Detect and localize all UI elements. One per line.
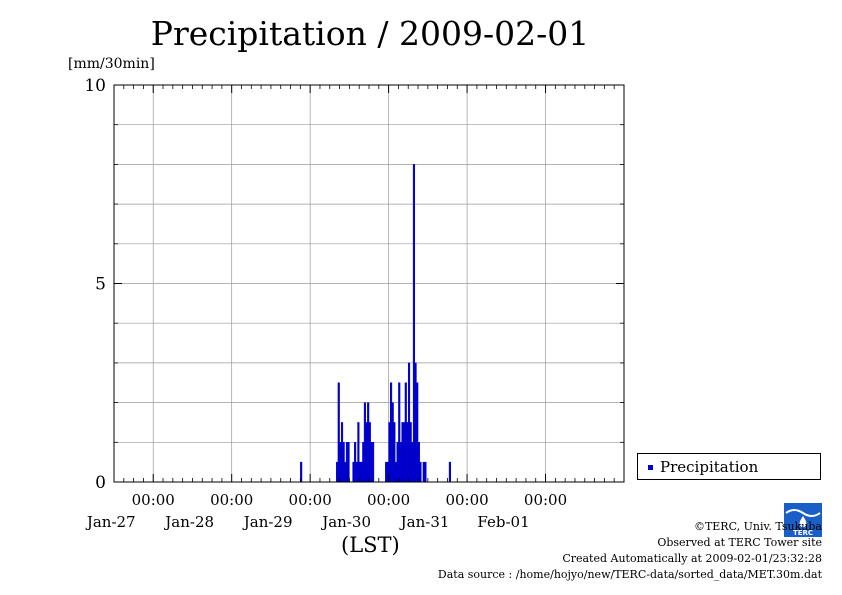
y-tick-label: 10 xyxy=(84,76,106,96)
terc-logo: TERC xyxy=(784,503,822,537)
legend-swatch-precipitation xyxy=(648,465,653,470)
credit-copyright: ©TERC, Univ. Tsukuba xyxy=(693,520,822,533)
x-tick-time-label: 00:00 xyxy=(445,491,488,509)
x-tick-time-label: 00:00 xyxy=(210,491,253,509)
precip-bar xyxy=(419,461,422,483)
x-tick-date-label: Jan-29 xyxy=(242,513,293,531)
logo-text: TERC xyxy=(793,529,813,537)
credit-source: Data source : /home/hojyo/new/TERC-data/… xyxy=(437,568,822,581)
credit-observed: Observed at TERC Tower site xyxy=(657,536,822,549)
legend: Precipitation xyxy=(637,453,821,480)
x-tick-date-label: Jan-30 xyxy=(320,513,371,531)
logo-drop xyxy=(799,516,807,528)
chart-title: Precipitation / 2009-02-01 xyxy=(150,14,590,53)
x-tick-date-label: Jan-28 xyxy=(163,513,214,531)
y-tick-label: 0 xyxy=(95,473,106,493)
precip-bar xyxy=(372,442,375,483)
x-tick-date-label: Jan-27 xyxy=(85,513,136,531)
legend-label-precipitation: Precipitation xyxy=(660,458,759,476)
x-tick-time-label: 00:00 xyxy=(367,491,410,509)
x-tick-date-label: Jan-31 xyxy=(399,513,450,531)
x-axis-label: (LST) xyxy=(341,533,400,557)
y-axis-unit: [mm/30min] xyxy=(68,56,155,72)
credit-created: Created Automatically at 2009-02-01/23:3… xyxy=(562,552,822,565)
credits: ©TERC, Univ. Tsukuba Observed at TERC To… xyxy=(438,519,822,583)
x-tick-time-label: 00:00 xyxy=(524,491,567,509)
precip-bar xyxy=(347,442,350,483)
ticks-layer xyxy=(113,84,625,483)
y-tick-label: 5 xyxy=(95,275,106,295)
x-tick-date-label: Feb-01 xyxy=(477,513,529,531)
logo-wave xyxy=(785,509,821,517)
precip-bar xyxy=(448,461,451,483)
x-tick-time-label: 00:00 xyxy=(132,491,175,509)
labels-layer: 0 5 10 00:00 Jan-27 00:00 Jan-28 00:00 Jan-29 00:… xyxy=(84,76,567,531)
x-tick-time-label: 00:00 xyxy=(289,491,332,509)
precip-bar xyxy=(424,461,427,483)
